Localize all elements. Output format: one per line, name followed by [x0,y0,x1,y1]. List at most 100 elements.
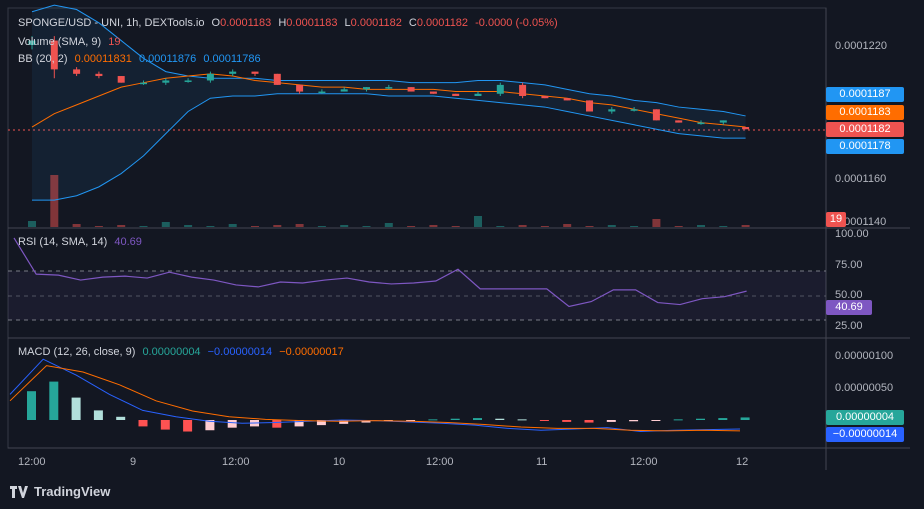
bb-upper-value: 0.00011876 [138,53,197,65]
volume-bar [496,226,505,227]
candle-body [340,89,348,92]
bb-upper-tag: 0.0001187 [826,87,904,102]
volume-bar [317,226,326,227]
macd-histogram-bar [673,419,683,421]
macd-group [9,358,750,433]
volume-tag: 19 [826,212,846,227]
candle-body [652,109,660,121]
price-tick-1: 0.0001220 [835,40,887,52]
volume-bar [206,226,215,227]
volume-legend: Volume (SMA, 9) 19 [18,36,124,48]
candle-body [496,84,504,94]
bb-lower-tag: 0.0001178 [826,139,904,154]
macd-histogram-bar [450,418,460,420]
volume-bar [340,225,349,227]
macd-signal-value: −0.00000017 [279,346,344,358]
time-label-5: 12:00 [426,456,454,468]
macd-histogram-bar [473,418,482,420]
volume-bar [697,225,705,227]
macd-signal-line [9,365,741,432]
macd-tick-2: 0.00000050 [835,382,893,394]
volume-bar [540,226,549,227]
brand-name: TradingView [34,484,111,499]
macd-histogram-bar [517,419,527,421]
volume-bars-group [28,175,750,227]
volume-bar [585,226,594,227]
volume-bar [474,216,482,227]
time-label-7: 12:00 [630,456,658,468]
macd-histogram-bar [116,416,126,420]
volume-bar [50,175,59,227]
candle-body [697,122,705,125]
macd-label[interactable]: MACD (12, 26, close, 9) [18,346,136,358]
macd-histogram-bar [606,420,616,422]
rsi-tick-75: 75.00 [835,259,863,271]
candle-body [586,100,593,112]
candle-body [184,80,192,82]
symbol-title[interactable]: SPONGE/USD - UNI, 1h, DEXTools.io [18,17,205,29]
candle-body [675,120,683,123]
volume-bar [429,225,438,227]
volume-bar [451,226,460,227]
candle-body [206,73,214,81]
rsi-tag: 40.69 [826,300,872,315]
candle-body [363,87,370,90]
candle-body [452,93,460,96]
volume-bar [518,225,527,227]
change-value: -0.0000 (-0.05%) [475,17,558,29]
bb-mid-value: 0.00011831 [74,53,132,65]
volume-bar [228,224,237,227]
bb-label[interactable]: BB (20, 2) [18,53,68,65]
macd-histogram-bar [339,420,349,424]
tradingview-logo[interactable]: TradingView [10,484,110,499]
bb-legend: BB (20, 2) 0.00011831 0.00011876 0.00011… [18,53,265,65]
candle-body [519,84,527,96]
macd-histogram-bar [205,420,215,431]
ohlc-legend: SPONGE/USD - UNI, 1h, DEXTools.io O0.000… [18,17,562,29]
candle-body [273,73,281,85]
time-label-8: 12 [736,456,748,468]
volume-bar [117,225,126,227]
candle-body [541,95,549,99]
candle-body [719,120,727,123]
volume-bar [407,226,416,227]
volume-bar [273,225,282,227]
macd-hist-tag: 0.00000004 [826,410,904,425]
volume-bar [72,224,81,227]
macd-histogram-bar [718,418,728,420]
candle-body [73,69,81,74]
volume-bar [563,224,572,227]
macd-legend: MACD (12, 26, close, 9) 0.00000004 −0.00… [18,346,348,358]
volume-bar [251,226,259,227]
macd-histogram-bar [272,420,282,428]
macd-histogram-bar [160,420,170,430]
volume-bar [630,226,639,227]
candle-body [229,71,237,74]
rsi-tick-100: 100.00 [835,228,869,240]
candle-body [95,73,103,77]
volume-bar [607,225,616,227]
rsi-tick-50: 50.00 [835,289,863,301]
high-label: H [278,17,287,29]
candle-body [563,98,571,101]
time-label-2: 9 [130,456,136,468]
last-price-tag: 0.0001182 [826,122,904,137]
candle-body [385,87,393,89]
candle-body [318,91,326,94]
volume-bar [362,226,371,227]
macd-histogram-bar [651,420,661,421]
time-label-3: 12:00 [222,456,250,468]
volume-bar [719,226,728,227]
macd-histogram-bar [406,420,416,421]
candle-body [251,71,259,74]
bb-fill-group [32,5,746,201]
rsi-legend: RSI (14, SMA, 14) 40.69 [18,236,146,248]
macd-histogram-bar [93,410,103,420]
volume-label[interactable]: Volume (SMA, 9) [18,36,102,48]
macd-line-value: −0.00000014 [207,346,273,358]
low-label: L [344,17,351,29]
volume-bar [295,224,304,227]
rsi-label[interactable]: RSI (14, SMA, 14) [18,236,108,248]
volume-bar [28,221,36,227]
